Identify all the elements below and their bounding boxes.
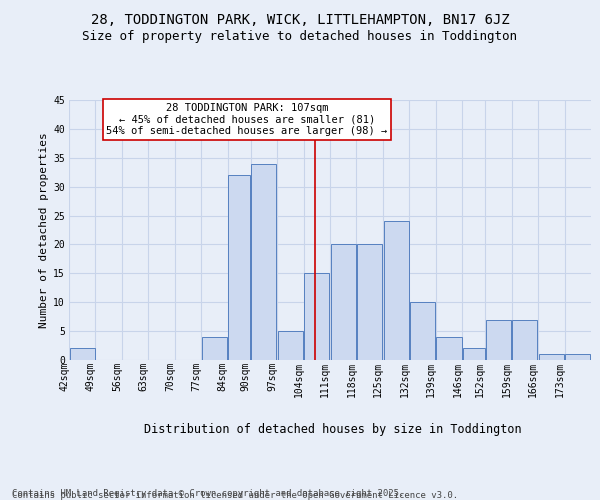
Bar — [202, 337, 227, 360]
Bar — [512, 320, 538, 360]
Bar — [383, 222, 409, 360]
Text: 28 TODDINGTON PARK: 107sqm
← 45% of detached houses are smaller (81)
54% of semi: 28 TODDINGTON PARK: 107sqm ← 45% of deta… — [106, 103, 388, 136]
Bar — [485, 320, 511, 360]
Text: Contains public sector information licensed under the Open Government Licence v3: Contains public sector information licen… — [12, 491, 458, 500]
Y-axis label: Number of detached properties: Number of detached properties — [39, 132, 49, 328]
Bar — [229, 175, 250, 360]
Bar — [304, 274, 329, 360]
Bar — [251, 164, 277, 360]
Text: 28, TODDINGTON PARK, WICK, LITTLEHAMPTON, BN17 6JZ: 28, TODDINGTON PARK, WICK, LITTLEHAMPTON… — [91, 12, 509, 26]
Text: Contains HM Land Registry data © Crown copyright and database right 2025.: Contains HM Land Registry data © Crown c… — [12, 488, 404, 498]
Bar — [565, 354, 590, 360]
Bar — [357, 244, 382, 360]
Text: Distribution of detached houses by size in Toddington: Distribution of detached houses by size … — [144, 422, 522, 436]
Bar — [278, 331, 303, 360]
Bar — [331, 244, 356, 360]
Text: Size of property relative to detached houses in Toddington: Size of property relative to detached ho… — [83, 30, 517, 43]
Bar — [410, 302, 436, 360]
Bar — [539, 354, 564, 360]
Bar — [436, 337, 462, 360]
Bar — [463, 348, 485, 360]
Bar — [70, 348, 95, 360]
